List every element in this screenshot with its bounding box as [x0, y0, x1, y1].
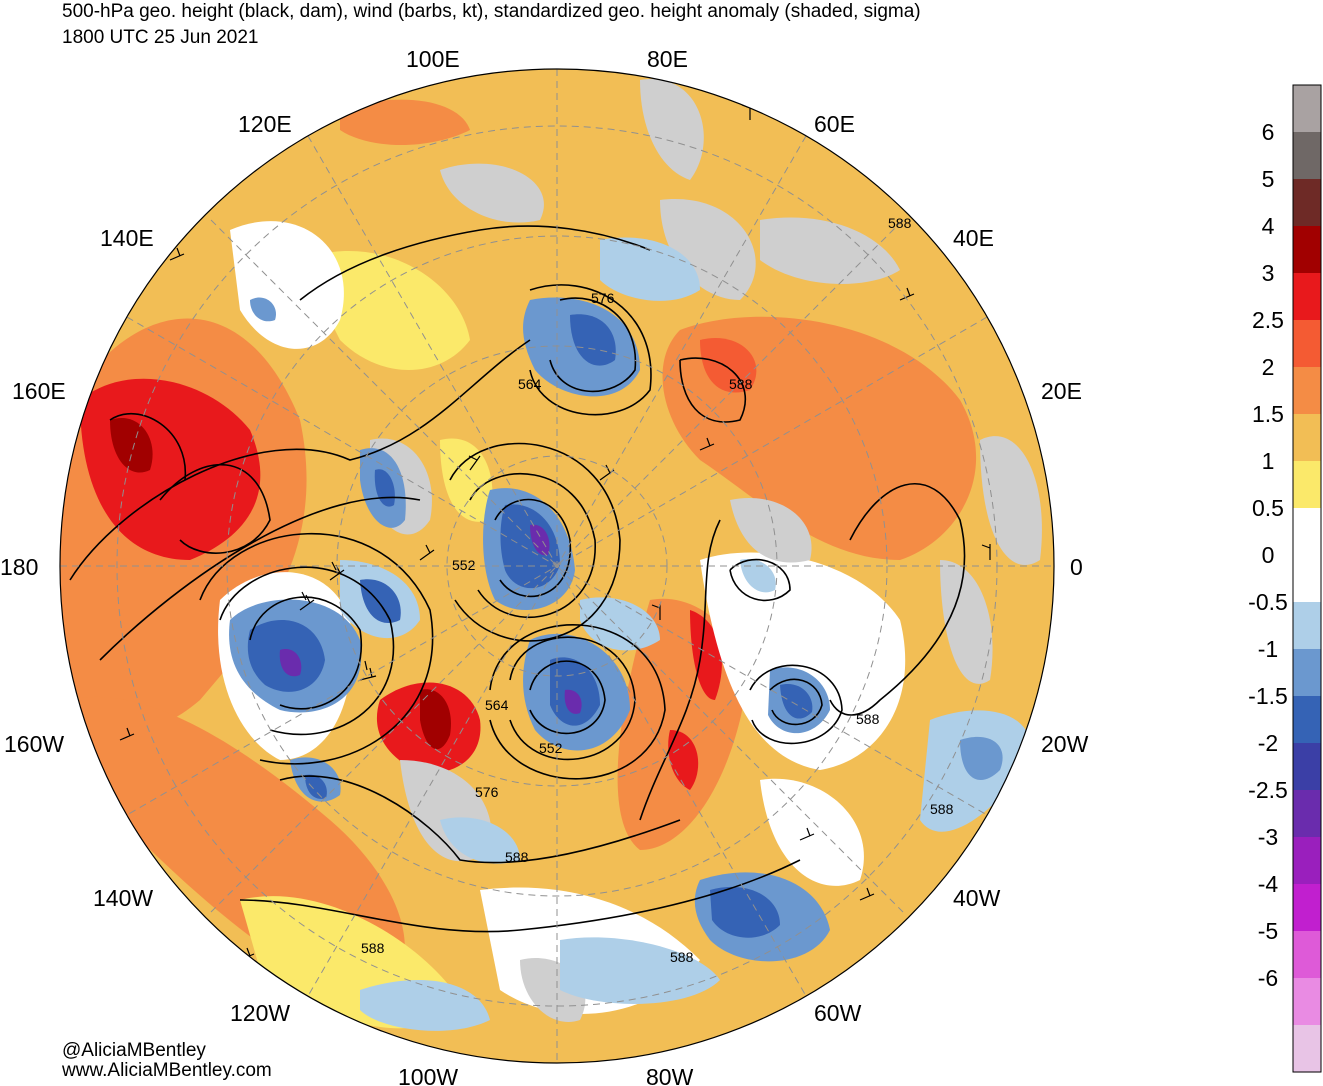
- lon-label: 60E: [814, 111, 855, 137]
- colorbar-swatch: [1293, 320, 1321, 368]
- colorbar-tick-label: 6: [1262, 119, 1275, 145]
- colorbar-swatch: [1293, 508, 1321, 556]
- contour-label: 588: [856, 711, 880, 727]
- colorbar-tick-label: -2: [1258, 730, 1278, 756]
- contour-label: 576: [591, 290, 615, 306]
- contour-label: 564: [518, 376, 542, 392]
- colorbar-swatch: [1293, 555, 1321, 603]
- lon-label: 120E: [238, 111, 292, 137]
- colorbar-swatch: [1293, 367, 1321, 415]
- lon-label: 0: [1070, 554, 1083, 580]
- colorbar-tick-label: 0.5: [1252, 495, 1284, 521]
- colorbar-swatch: [1293, 931, 1321, 979]
- colorbar-tick-label: 3: [1262, 260, 1275, 286]
- colorbar-tick-label: 2: [1262, 354, 1275, 380]
- colorbar-tick-label: -0.5: [1248, 589, 1288, 615]
- colorbar-tick-label: 1.5: [1252, 401, 1284, 427]
- colorbar-swatch: [1293, 978, 1321, 1026]
- map-title: 500-hPa geo. height (black, dam), wind (…: [62, 1, 921, 22]
- colorbar-tick-label: -1: [1258, 636, 1278, 662]
- lon-label: 80W: [646, 1064, 694, 1086]
- lon-label: 160E: [12, 378, 66, 404]
- author-website: www.AliciaMBentley.com: [62, 1060, 272, 1081]
- colorbar-swatch: [1293, 743, 1321, 791]
- map-disc: [60, 69, 1054, 1063]
- colorbar-tick-label: 2.5: [1252, 307, 1284, 333]
- lon-label: 140E: [100, 225, 154, 251]
- colorbar-swatch: [1293, 696, 1321, 744]
- author-handle: @AliciaMBentley: [62, 1040, 206, 1061]
- colorbar-swatch: [1293, 884, 1321, 932]
- lon-label: 100E: [406, 46, 460, 72]
- colorbar-swatch: [1293, 790, 1321, 838]
- colorbar-swatch: [1293, 132, 1321, 180]
- colorbar-swatch: [1293, 273, 1321, 321]
- contour-label: 552: [452, 557, 476, 573]
- contour-labels: 588 576 564 588 552 564 552 576 588 588 …: [361, 215, 954, 965]
- lon-label: 80E: [647, 46, 688, 72]
- lon-label: 20E: [1041, 378, 1082, 404]
- contour-label: 588: [888, 215, 912, 231]
- lon-label: 40E: [953, 225, 994, 251]
- colorbar-tick-label: -3: [1258, 824, 1278, 850]
- lon-label: 40W: [953, 885, 1001, 911]
- contour-label: 588: [361, 940, 385, 956]
- colorbar-swatch: [1293, 837, 1321, 885]
- contour-label: 588: [930, 801, 954, 817]
- colorbar-swatch: [1293, 414, 1321, 462]
- valid-time: 1800 UTC 25 Jun 2021: [62, 27, 259, 48]
- lon-label: 100W: [398, 1064, 458, 1086]
- colorbar-tick-label: -6: [1258, 965, 1278, 991]
- height-contours: [69, 225, 966, 933]
- longitude-labels: 100E 80E 120E 60E 140E 40E 160E 20E 180 …: [0, 46, 1089, 1086]
- contour-label: 588: [729, 376, 753, 392]
- colorbar-tick-label: -2.5: [1248, 777, 1288, 803]
- contour-label: 588: [670, 949, 694, 965]
- anomaly-colorbar: 6 5 4 3 2.5 2 1.5 1 0.5 0 -0.5 -1 -1.5 -2 -2.5 -3 -4 -5 -6: [1248, 84, 1322, 1073]
- colorbar-swatch: [1293, 1025, 1321, 1073]
- colorbar-swatch: [1293, 179, 1321, 227]
- colorbar-tick-label: 0: [1262, 542, 1275, 568]
- colorbar-tick-label: -1.5: [1248, 683, 1288, 709]
- contour-label: 564: [485, 697, 509, 713]
- colorbar-swatch: [1293, 461, 1321, 509]
- contour-label: 552: [539, 740, 563, 756]
- map-border: [59, 68, 1055, 1064]
- colorbar-tick-label: 1: [1262, 448, 1275, 474]
- lon-label: 180: [0, 554, 38, 580]
- colorbar-swatch: [1293, 602, 1321, 650]
- lon-label: 60W: [814, 1000, 862, 1026]
- lon-label: 140W: [93, 885, 153, 911]
- contour-label: 576: [475, 784, 499, 800]
- colorbar-tick-label: -4: [1258, 871, 1279, 897]
- lon-label: 160W: [4, 731, 64, 757]
- graticule: [60, 69, 1054, 1063]
- colorbar-tick-label: -5: [1258, 918, 1278, 944]
- colorbar-swatch: [1293, 85, 1321, 133]
- lon-label: 120W: [230, 1000, 290, 1026]
- lon-label: 20W: [1041, 731, 1089, 757]
- colorbar-swatch: [1293, 649, 1321, 697]
- contour-label: 588: [505, 849, 529, 865]
- colorbar-swatch: [1293, 226, 1321, 274]
- colorbar-tick-label: 5: [1262, 166, 1275, 192]
- colorbar-tick-label: 4: [1262, 213, 1275, 239]
